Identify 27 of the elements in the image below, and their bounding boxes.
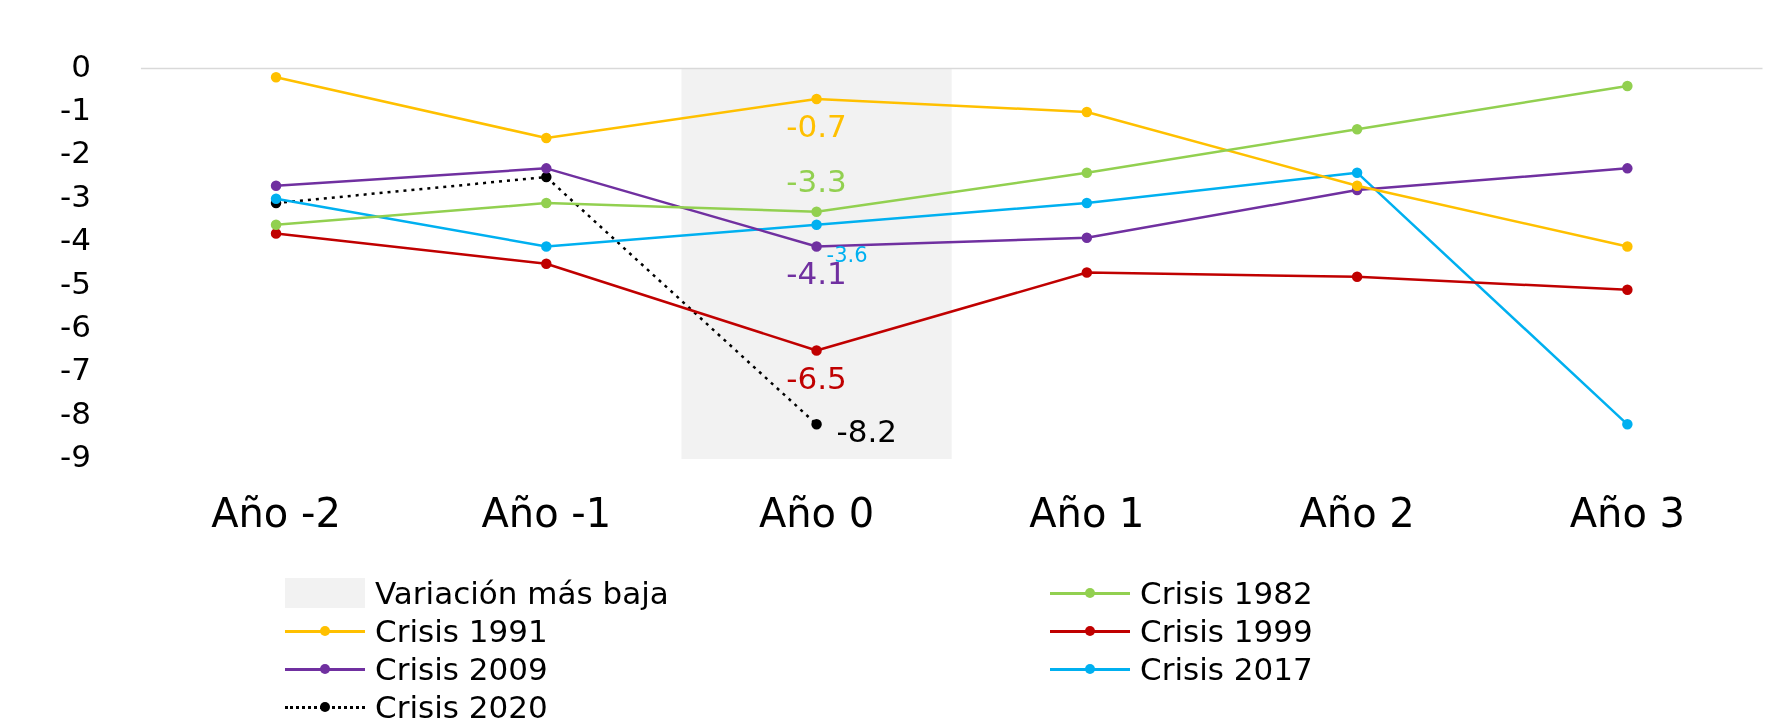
legend-label: Crisis 2020: [375, 689, 548, 721]
y-tick-label: 0: [71, 47, 91, 84]
legend-label: Crisis 1999: [1140, 613, 1313, 649]
y-tick-label: -7: [59, 351, 91, 388]
data-label: -8.2: [836, 413, 898, 450]
y-tick-label: -2: [59, 134, 91, 171]
data-label: -0.7: [786, 108, 847, 145]
legend-label: Crisis 2017: [1140, 651, 1313, 687]
y-tick-label: -8: [59, 394, 91, 431]
y-tick-label: -3: [59, 177, 91, 214]
x-tick-label: Año -2: [211, 490, 341, 537]
y-tick-label: -9: [59, 438, 91, 475]
y-tick-label: -5: [59, 264, 91, 301]
x-tick-label: Año 3: [1569, 490, 1686, 537]
x-tick-label: Año -1: [481, 490, 612, 537]
legend-label: Crisis 1982: [1140, 575, 1313, 611]
x-tick-label: Año 0: [758, 490, 875, 537]
legend-label: Variación más baja: [375, 575, 669, 611]
legend-label: Crisis 1991: [375, 613, 548, 649]
data-label: -6.5: [786, 359, 847, 396]
y-tick-label: -4: [59, 221, 91, 258]
x-tick-label: Año 2: [1299, 490, 1415, 537]
x-tick-label: Año 1: [1029, 490, 1145, 537]
y-tick-label: -6: [59, 307, 91, 344]
y-tick-label: -1: [59, 91, 91, 128]
legend-label: Crisis 2009: [375, 651, 548, 687]
data-label: -3.3: [786, 162, 847, 199]
